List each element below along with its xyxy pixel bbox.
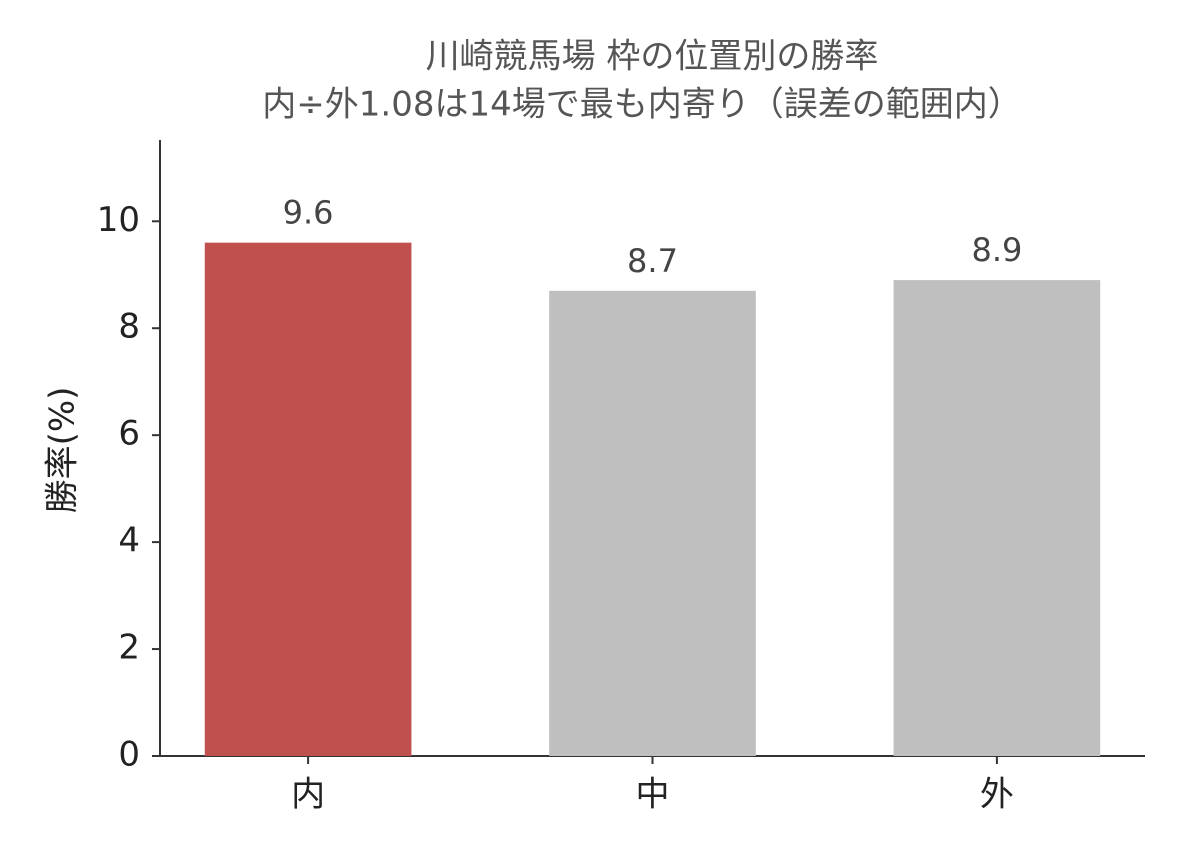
- value-label: 9.6: [283, 194, 334, 232]
- y-tick-label: 10: [97, 200, 140, 240]
- y-tick-label: 6: [118, 414, 140, 454]
- bar: [204, 242, 412, 756]
- bar: [893, 280, 1101, 756]
- chart-subtitle: 内÷外1.08は14場で最も内寄り（誤差の範囲内）: [262, 85, 1021, 125]
- chart-title: 川崎競馬場 枠の位置別の勝率: [426, 37, 879, 77]
- value-label: 8.9: [971, 231, 1022, 269]
- x-tick-label: 外: [980, 775, 1014, 815]
- value-label: 8.7: [627, 242, 678, 280]
- y-tick-label: 4: [118, 521, 140, 561]
- y-tick-label: 8: [118, 307, 140, 347]
- y-axis-label: 勝率(%): [43, 387, 83, 514]
- bar: [549, 290, 756, 756]
- y-tick-label: 2: [118, 628, 140, 668]
- x-tick-label: 中: [636, 775, 670, 815]
- y-tick-label: 0: [118, 735, 140, 775]
- x-tick-label: 内: [291, 775, 325, 815]
